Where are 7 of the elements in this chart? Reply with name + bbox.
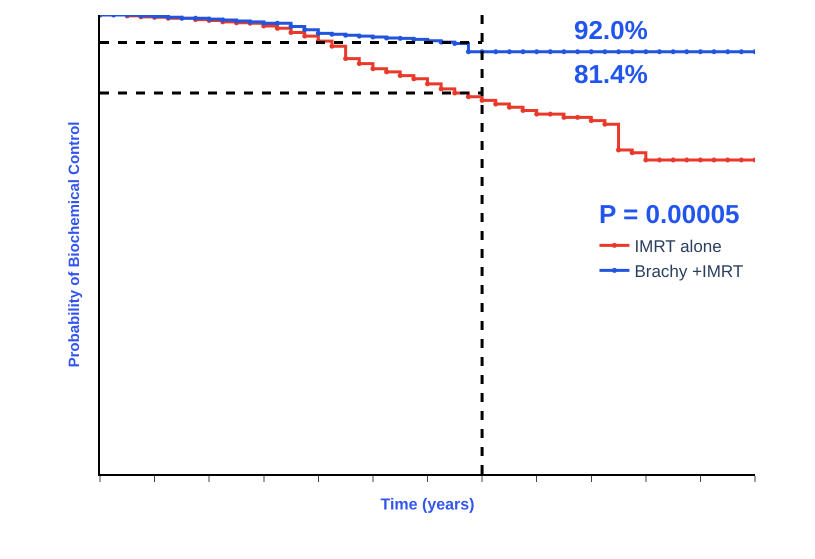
legend-label: Brachy +IMRT xyxy=(634,262,744,282)
legend-label: IMRT alone xyxy=(634,236,722,256)
x-axis-title: Time (years) xyxy=(380,496,474,514)
y-axis-title: Probability of Biochemical Control xyxy=(66,122,83,368)
annotation: 81.4% xyxy=(574,59,648,89)
annotation: P = 0.00005 xyxy=(599,199,740,229)
annotation: 92.0% xyxy=(574,15,648,45)
